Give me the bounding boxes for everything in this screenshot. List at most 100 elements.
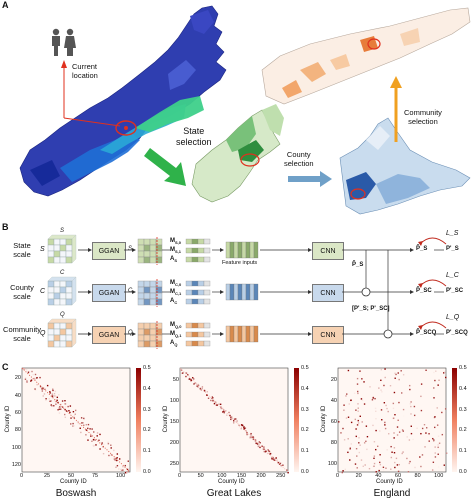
- heatmap-cell: [353, 392, 356, 394]
- colorbar: [452, 368, 457, 472]
- heatmap-cell: [394, 466, 396, 469]
- heatmap-cell: [83, 424, 85, 426]
- x-tick: 0: [178, 473, 182, 479]
- heatmap-cell: [366, 448, 368, 451]
- heatmap-cell: [342, 427, 344, 430]
- heatmap-cell: [212, 397, 214, 399]
- heatmap-cell: [428, 433, 430, 435]
- heatmap-cell: [394, 377, 396, 379]
- heatmap-cell: [359, 444, 361, 446]
- heatmap-cell: [249, 433, 252, 436]
- heatmap-cell: [243, 428, 245, 430]
- row-sym-top-0: S: [60, 228, 65, 234]
- heatmap-cell: [397, 419, 399, 422]
- heatmap-cell: [373, 455, 376, 457]
- heatmap-cell: [384, 421, 386, 424]
- heatmap-cell: [267, 450, 270, 452]
- row-label-0: State scale: [13, 241, 31, 259]
- heatmap-cell: [433, 397, 435, 399]
- heatmap-cell: [416, 427, 418, 430]
- x-axis-label: County ID: [60, 479, 87, 485]
- x-axis-label: County ID: [218, 479, 245, 485]
- heatmap-cell: [393, 422, 395, 424]
- cnn-box-1: CNN: [312, 284, 344, 302]
- heatmap-cell: [364, 464, 366, 466]
- heatmap-cell: [60, 403, 62, 406]
- heatmap-cell: [127, 460, 129, 462]
- heatmap-cell: [51, 394, 54, 396]
- heatmap-cell: [340, 432, 342, 434]
- heatmap-cell: [280, 462, 283, 464]
- heatmap-cell: [225, 410, 227, 412]
- panel-b-letter: B: [2, 222, 9, 232]
- heatmap-cell: [229, 414, 231, 417]
- x-tick: 0: [20, 473, 24, 479]
- p-prime-1: P'_SC: [446, 288, 464, 294]
- heatmap-cell: [269, 453, 271, 455]
- heatmap-cell: [392, 407, 395, 410]
- heatmap-cell: [59, 408, 62, 410]
- heatmap-cell: [409, 460, 411, 463]
- panel-a-maps: [19, 5, 471, 215]
- heatmap-cell: [373, 465, 375, 467]
- colorbar-tick: 0.0: [459, 469, 467, 475]
- heatmap-cell: [373, 457, 375, 460]
- heatmap-cell: [27, 371, 30, 374]
- heatmap-cell: [420, 395, 422, 398]
- heatmap-cell: [45, 398, 47, 400]
- heatmap-cell: [116, 457, 118, 459]
- heatmap-cell: [380, 368, 383, 371]
- heatmap-cell: [201, 386, 204, 388]
- heatmap-cell: [85, 429, 88, 431]
- heatmap-cell: [424, 446, 426, 448]
- heatmap-cell: [358, 437, 360, 439]
- county-map: [339, 117, 471, 215]
- heatmap-cell: [185, 375, 187, 378]
- heatmap-cell: [180, 368, 182, 371]
- y-tick: 100: [11, 444, 21, 451]
- heatmap-cell: [384, 376, 386, 379]
- heatmap-cell: [213, 402, 216, 405]
- heatmap-cell: [110, 447, 112, 449]
- heatmap-cell: [413, 405, 416, 408]
- heatmap-cell: [393, 452, 396, 454]
- heatmap-cell: [53, 395, 55, 397]
- heatmap-cell: [243, 426, 245, 429]
- heatmap-cell: [58, 412, 61, 414]
- heatmap-cell: [347, 416, 350, 418]
- heatmap-cell: [394, 461, 396, 464]
- heatmap-cell: [270, 456, 273, 459]
- heatmap-cell: [98, 439, 100, 442]
- colorbar-tick: 0.1: [143, 448, 151, 455]
- heatmap-cell: [51, 405, 53, 407]
- colorbar-tick: 0.4: [459, 385, 467, 392]
- heatmap-cell: [434, 446, 436, 448]
- heatmap-cell: [255, 439, 257, 442]
- heatmap-cell: [87, 439, 89, 441]
- heatmap-cell: [61, 406, 64, 408]
- ggan-box-1: GGAN: [92, 284, 126, 302]
- heatmap-cell: [360, 459, 363, 461]
- row-sym-top-1: C: [60, 270, 65, 276]
- y-tick: 80: [14, 427, 21, 434]
- heatmap-cell: [67, 405, 69, 408]
- heatmap-cell: [223, 410, 225, 413]
- heatmap-cell: [344, 468, 346, 471]
- colorbar-tick: 0.0: [301, 469, 309, 475]
- heatmap-cell: [113, 458, 116, 460]
- loss-2: L_Q: [446, 314, 460, 321]
- heatmap-cell: [378, 469, 380, 472]
- heatmap-cell: [64, 406, 67, 408]
- heatmap-cell: [359, 415, 361, 417]
- heatmap-cell: [434, 416, 436, 418]
- heatmap-panel-0: 0.5 0.4 0.3 0.2 0.1 0.0 20 40 60 80 100 120 0 25 50 75 1…: [0, 364, 158, 504]
- p-hat-1: P̂_SC: [416, 288, 432, 294]
- heatmap-cell: [33, 377, 35, 380]
- heatmap-cell: [438, 442, 441, 444]
- heatmap-cell: [384, 427, 387, 430]
- heatmap-cell: [252, 438, 255, 441]
- heatmap-cell: [99, 448, 101, 450]
- heatmap-cell: [127, 470, 130, 473]
- heatmap-cell: [360, 398, 363, 400]
- heatmap-cell: [437, 384, 439, 386]
